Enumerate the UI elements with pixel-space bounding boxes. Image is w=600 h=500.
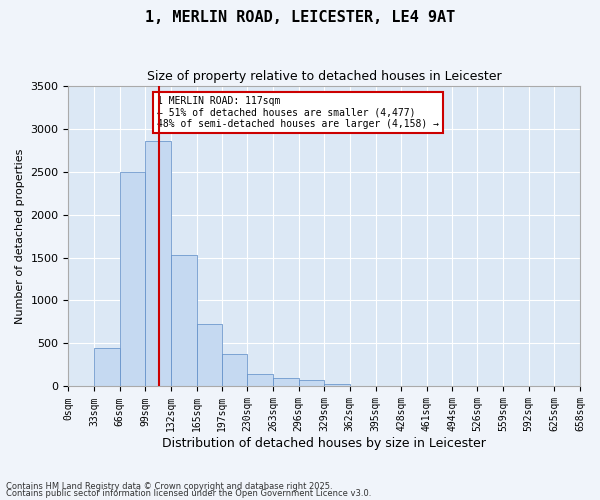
Text: Contains HM Land Registry data © Crown copyright and database right 2025.: Contains HM Land Registry data © Crown c…: [6, 482, 332, 491]
Text: Contains public sector information licensed under the Open Government Licence v3: Contains public sector information licen…: [6, 489, 371, 498]
Bar: [273, 378, 299, 386]
Title: Size of property relative to detached houses in Leicester: Size of property relative to detached ho…: [147, 70, 502, 83]
Bar: [299, 380, 324, 386]
Bar: [145, 142, 171, 386]
Bar: [221, 354, 247, 386]
Y-axis label: Number of detached properties: Number of detached properties: [15, 148, 25, 324]
Bar: [120, 172, 145, 386]
Text: 1, MERLIN ROAD, LEICESTER, LE4 9AT: 1, MERLIN ROAD, LEICESTER, LE4 9AT: [145, 10, 455, 25]
Bar: [197, 324, 221, 386]
Bar: [94, 348, 120, 387]
X-axis label: Distribution of detached houses by size in Leicester: Distribution of detached houses by size …: [162, 437, 486, 450]
Text: 1 MERLIN ROAD: 117sqm
← 51% of detached houses are smaller (4,477)
48% of semi-d: 1 MERLIN ROAD: 117sqm ← 51% of detached …: [157, 96, 439, 129]
Bar: [247, 374, 273, 386]
Bar: [171, 256, 197, 386]
Bar: [324, 384, 350, 386]
